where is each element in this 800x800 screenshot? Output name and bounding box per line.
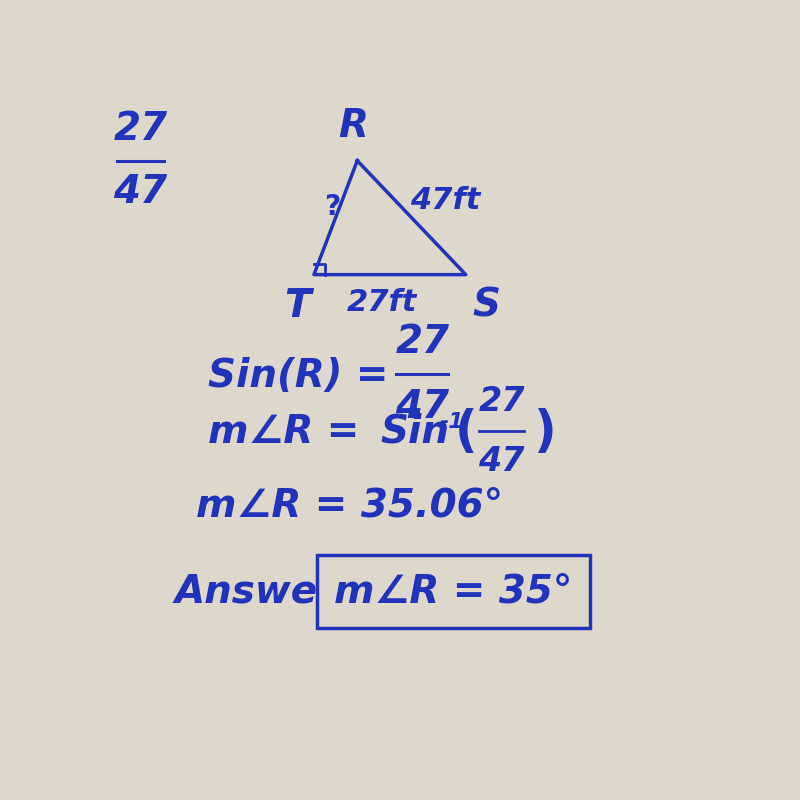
Text: m∠R = 35°: m∠R = 35°: [334, 573, 573, 611]
Text: 47: 47: [114, 173, 167, 211]
Text: m∠R =: m∠R =: [209, 413, 374, 450]
Text: R: R: [338, 107, 368, 146]
Text: 47: 47: [478, 445, 525, 478]
Text: T: T: [284, 287, 310, 325]
Text: -1: -1: [440, 413, 465, 433]
Text: (: (: [454, 408, 478, 456]
Text: Answer: Answer: [174, 573, 337, 611]
Text: S: S: [472, 287, 500, 325]
Text: 27: 27: [478, 385, 525, 418]
Text: 27: 27: [395, 323, 450, 361]
Text: ): ): [534, 408, 557, 456]
Text: m∠R = 35.06°: m∠R = 35.06°: [196, 486, 503, 525]
Text: Sin: Sin: [380, 413, 450, 450]
Text: ?: ?: [325, 193, 341, 221]
Text: 47ft: 47ft: [410, 186, 480, 215]
Text: Sin(R) =: Sin(R) =: [209, 358, 402, 395]
Text: 27: 27: [114, 110, 167, 148]
Text: 47: 47: [395, 388, 450, 426]
Text: 27ft: 27ft: [347, 288, 418, 317]
